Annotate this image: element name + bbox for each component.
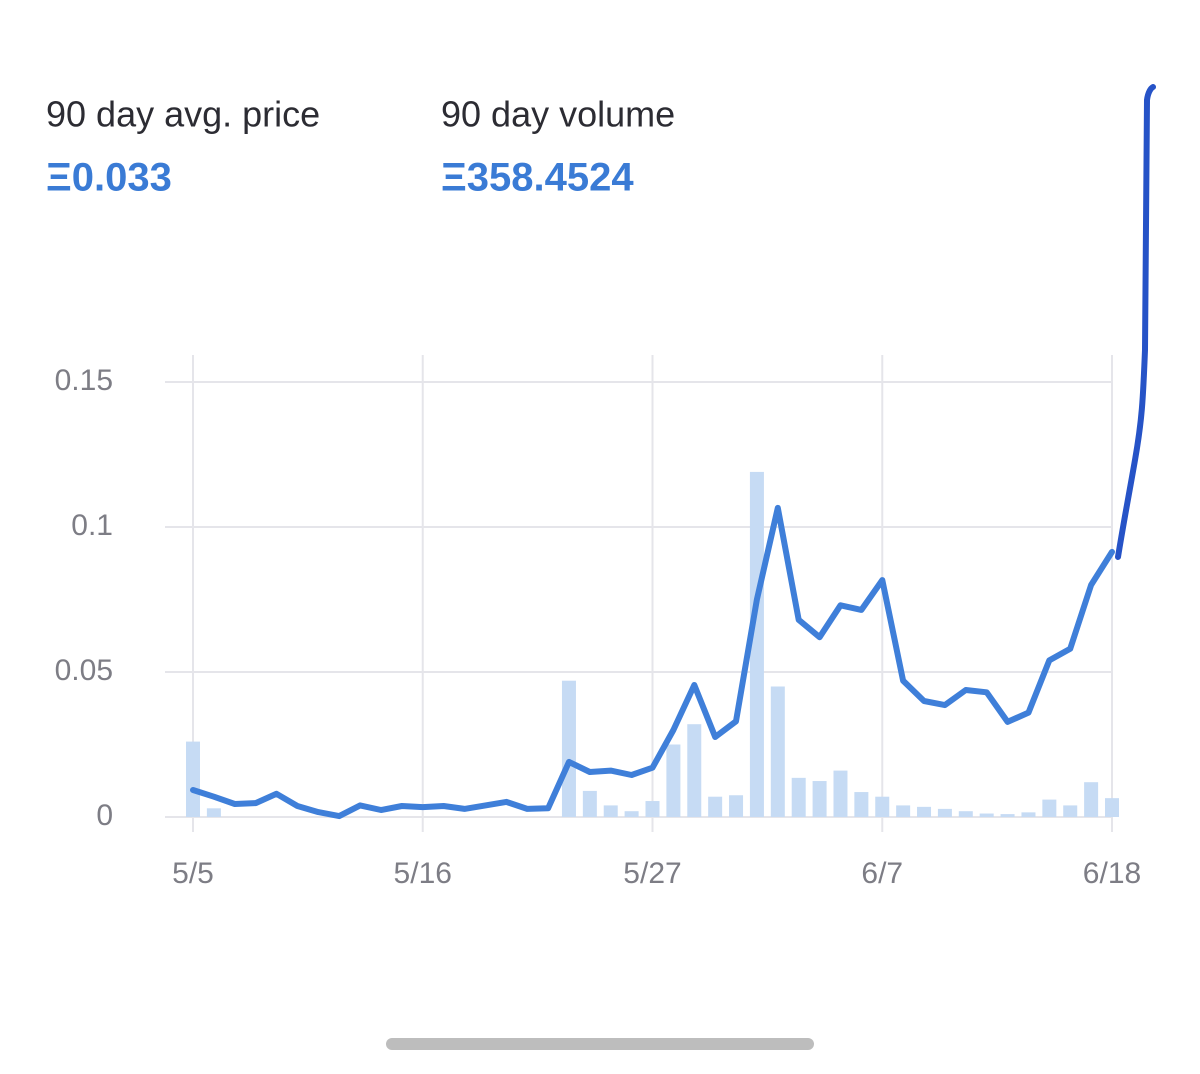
price-line	[190, 504, 1115, 820]
x-tick-label: 5/16	[394, 857, 452, 890]
volume-bar	[206, 808, 221, 817]
volume-bar	[582, 790, 597, 817]
volume-bar	[603, 805, 618, 817]
volume-bar	[186, 741, 200, 817]
volume-bar	[1084, 782, 1099, 817]
volume-bar	[812, 781, 827, 817]
volume-bar	[1105, 798, 1119, 817]
volume-bar	[561, 680, 576, 817]
x-tick-label: 6/18	[1083, 857, 1141, 890]
stat-value: Ξ358.4524	[441, 156, 634, 200]
volume-bar	[958, 811, 973, 817]
y-tick-label: 0.05	[55, 654, 113, 687]
stat-value: Ξ0.033	[46, 156, 172, 200]
home-indicator	[386, 1038, 814, 1050]
volume-bar	[645, 801, 660, 817]
volume-bar	[937, 808, 952, 817]
volume-bar	[791, 777, 806, 817]
volume-bar	[666, 744, 681, 817]
y-tick-label: 0	[96, 799, 113, 832]
volume-bar	[854, 792, 869, 817]
volume-bar	[896, 805, 911, 817]
volume-bar	[749, 471, 764, 817]
volume-bar	[729, 795, 744, 817]
volume-bar	[917, 806, 932, 817]
x-tick-label: 5/5	[172, 857, 214, 890]
volume-bar	[1000, 814, 1015, 817]
volume-bar	[875, 796, 890, 817]
x-tick-label: 5/27	[623, 857, 681, 890]
y-tick-label: 0.15	[55, 364, 113, 397]
x-tick-label: 6/7	[861, 857, 903, 890]
volume-bar	[833, 770, 848, 817]
volume-bar	[770, 686, 785, 817]
plot: 0 0.05 0.1 0.15 5/5 5/16 5/27 6/7 6/18	[55, 355, 1141, 890]
stat-label: 90 day volume	[441, 94, 675, 135]
volume-bar	[1063, 805, 1078, 817]
volume-bar	[979, 813, 994, 817]
volume-bar	[1021, 812, 1036, 817]
volume-bar	[708, 796, 723, 817]
y-tick-label: 0.1	[71, 509, 113, 542]
stat-label: 90 day avg. price	[46, 94, 320, 135]
volume-bar	[687, 724, 702, 817]
volume-bar	[1042, 799, 1057, 817]
hand-drawn-line	[1115, 84, 1156, 560]
volume-bar	[624, 811, 639, 817]
